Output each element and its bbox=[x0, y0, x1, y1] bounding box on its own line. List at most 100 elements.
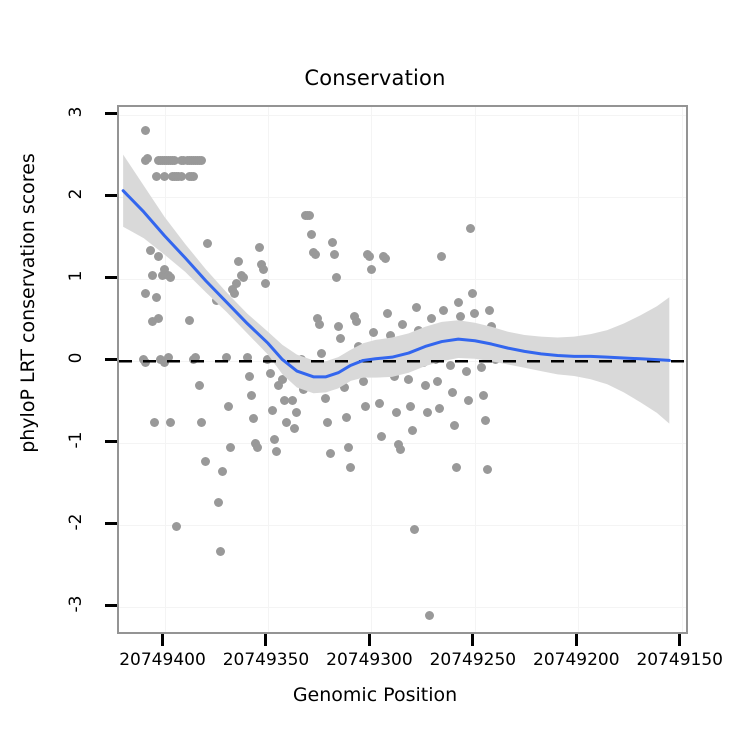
data-point bbox=[261, 278, 271, 288]
data-point bbox=[265, 369, 275, 379]
y-tick-label: -3 bbox=[66, 595, 86, 613]
data-point bbox=[282, 418, 292, 428]
x-axis-title: Genomic Position bbox=[292, 684, 458, 706]
data-point bbox=[259, 264, 269, 274]
data-point bbox=[340, 382, 349, 392]
y-tick-label: 3 bbox=[66, 106, 86, 118]
y-tick-label: 2 bbox=[66, 188, 86, 200]
data-point bbox=[215, 547, 225, 557]
data-point bbox=[147, 317, 157, 327]
data-point bbox=[435, 404, 445, 414]
data-point bbox=[486, 322, 496, 332]
confidence-band bbox=[123, 154, 670, 424]
data-point bbox=[151, 172, 161, 182]
data-point bbox=[364, 251, 374, 261]
data-point bbox=[153, 251, 163, 261]
data-point bbox=[292, 407, 302, 417]
data-point bbox=[149, 418, 159, 428]
data-point bbox=[304, 210, 314, 220]
data-point bbox=[213, 497, 223, 507]
data-point bbox=[160, 358, 169, 368]
data-point bbox=[253, 442, 263, 452]
data-point bbox=[232, 278, 242, 288]
data-point bbox=[280, 396, 289, 406]
data-point bbox=[368, 328, 378, 338]
data-point bbox=[153, 314, 163, 324]
data-point bbox=[422, 407, 432, 417]
data-point bbox=[437, 251, 447, 261]
chart-title: Conservation bbox=[304, 66, 446, 90]
data-point bbox=[306, 229, 316, 239]
data-point bbox=[160, 172, 169, 182]
data-point bbox=[464, 396, 474, 406]
data-point bbox=[424, 610, 434, 620]
y-tick-mark bbox=[105, 439, 117, 443]
gridline-vertical bbox=[474, 107, 476, 632]
x-tick-label: 20749300 bbox=[326, 650, 413, 670]
data-point bbox=[172, 522, 182, 532]
data-point bbox=[476, 363, 486, 373]
x-tick-mark bbox=[574, 634, 578, 646]
data-point bbox=[238, 273, 248, 283]
plot-overlay bbox=[119, 154, 690, 424]
data-point bbox=[468, 289, 478, 299]
data-point bbox=[335, 333, 345, 343]
data-point bbox=[327, 237, 337, 247]
data-point bbox=[176, 172, 186, 182]
data-point bbox=[482, 465, 492, 474]
data-point bbox=[451, 463, 461, 473]
data-point bbox=[244, 371, 254, 381]
x-tick-label: 20749400 bbox=[119, 650, 206, 670]
data-point bbox=[393, 440, 403, 450]
data-point bbox=[248, 414, 258, 424]
data-point bbox=[151, 292, 161, 302]
data-point bbox=[406, 401, 416, 411]
data-point bbox=[263, 355, 273, 365]
data-point bbox=[298, 385, 308, 395]
data-point bbox=[478, 391, 488, 401]
data-point bbox=[360, 401, 370, 411]
y-tick-label: -1 bbox=[66, 431, 86, 449]
data-point bbox=[277, 374, 287, 384]
gridline-horizontal bbox=[119, 279, 686, 281]
x-tick-mark bbox=[161, 634, 164, 646]
x-tick-mark bbox=[264, 634, 268, 646]
data-point bbox=[317, 348, 327, 358]
data-point bbox=[385, 330, 395, 340]
gridline-horizontal bbox=[119, 607, 686, 609]
data-point bbox=[323, 418, 333, 428]
x-tick-mark bbox=[471, 634, 475, 646]
data-point bbox=[344, 442, 354, 452]
data-point bbox=[184, 315, 194, 325]
data-point bbox=[449, 420, 459, 430]
data-point bbox=[234, 256, 244, 266]
data-point bbox=[197, 155, 207, 165]
data-point bbox=[397, 319, 407, 329]
data-point bbox=[203, 239, 213, 249]
data-point bbox=[455, 311, 465, 321]
data-point bbox=[141, 126, 151, 136]
data-point bbox=[375, 399, 385, 409]
data-point bbox=[377, 432, 387, 442]
y-tick-label: -2 bbox=[66, 513, 86, 531]
data-point bbox=[160, 264, 169, 274]
data-point bbox=[445, 360, 455, 370]
data-point bbox=[191, 353, 201, 363]
data-point bbox=[439, 305, 449, 315]
data-point bbox=[271, 446, 281, 456]
data-point bbox=[141, 288, 151, 298]
x-tick-mark bbox=[678, 634, 682, 646]
data-point bbox=[147, 270, 157, 280]
data-point bbox=[466, 223, 476, 233]
x-tick-label: 20749350 bbox=[222, 650, 310, 670]
data-point bbox=[404, 374, 414, 384]
gridline-vertical bbox=[681, 107, 683, 632]
x-tick-label: 20749200 bbox=[533, 650, 620, 670]
y-tick-label: 1 bbox=[66, 270, 86, 282]
data-point bbox=[166, 418, 176, 428]
data-point bbox=[333, 322, 343, 332]
data-point bbox=[321, 393, 331, 403]
data-point bbox=[325, 448, 335, 458]
data-point bbox=[222, 352, 232, 362]
